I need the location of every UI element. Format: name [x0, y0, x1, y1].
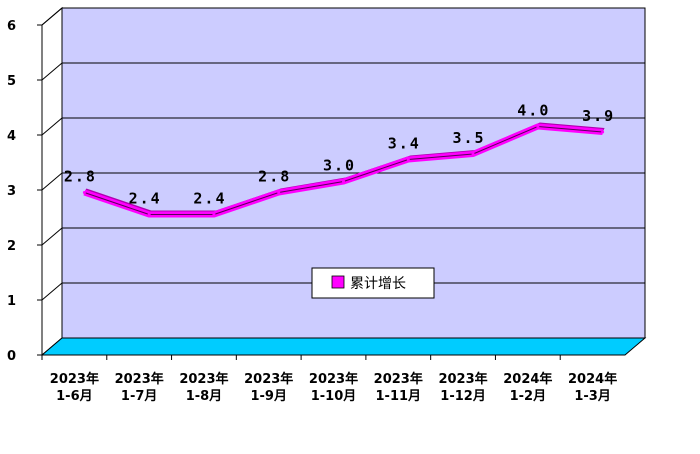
data-label: 4.0	[517, 102, 550, 120]
y-tick-label: 1	[7, 294, 16, 309]
y-axis-labels: 0 1 2 3 4 5 6	[7, 19, 43, 364]
legend-label: 累计增长	[350, 276, 406, 292]
data-label: 2.8	[258, 168, 291, 186]
x-category-label: 2023年 1-9月	[244, 371, 293, 404]
gridline-side	[41, 117, 63, 136]
x-category-label: 2023年 1-10月	[309, 371, 358, 404]
data-label: 2.4	[129, 190, 162, 208]
y-tick-label: 0	[7, 349, 16, 364]
legend: 累计增长	[311, 267, 435, 299]
data-label: 3.5	[453, 129, 486, 147]
series-point	[277, 191, 281, 194]
gridline-side	[41, 172, 63, 191]
x-axis-labels: 2023年 1-6月 2023年 1-7月 2023年 1-8月 2023年 1-9月 2023…	[41, 354, 625, 404]
x-category-label: 2023年 1-12月	[438, 371, 487, 404]
gridline-side	[41, 227, 63, 246]
x-category-label: 2024年 1-2月	[503, 371, 552, 404]
data-labels: 2.8 2.4 2.4 2.8 3.0 3.4 3.5 4.0 3.9	[64, 102, 615, 208]
series-point	[82, 191, 86, 194]
data-label: 3.9	[582, 107, 615, 125]
gridline-side	[41, 62, 63, 81]
series-point	[471, 152, 475, 156]
data-label: 2.8	[64, 168, 97, 186]
data-label: 3.0	[323, 157, 356, 175]
gridline-side	[41, 7, 63, 26]
x-category-label: 2023年 1-6月	[50, 371, 99, 404]
plot-floor	[40, 337, 647, 356]
y-tick-label: 5	[7, 74, 16, 89]
series-point	[212, 213, 216, 216]
series-point	[147, 213, 151, 216]
y-tick-label: 4	[7, 129, 16, 144]
series-point	[406, 158, 410, 161]
data-label: 3.4	[388, 135, 421, 153]
gridline-side	[41, 282, 63, 301]
y-tick-label: 6	[7, 19, 16, 34]
x-category-label: 2023年 1-11月	[374, 371, 423, 404]
y-tick-label: 2	[7, 239, 16, 254]
series-累计增长	[82, 122, 605, 218]
series-point	[601, 130, 605, 134]
y-tick-label: 3	[7, 184, 16, 199]
x-category-label: 2023年 1-8月	[179, 371, 228, 404]
x-category-label: 2024年 1-3月	[568, 371, 617, 404]
data-label: 2.4	[193, 190, 226, 208]
series-point	[536, 125, 540, 128]
x-category-label: 2023年 1-7月	[115, 371, 164, 404]
legend-swatch	[331, 275, 345, 289]
series-point	[342, 180, 345, 183]
